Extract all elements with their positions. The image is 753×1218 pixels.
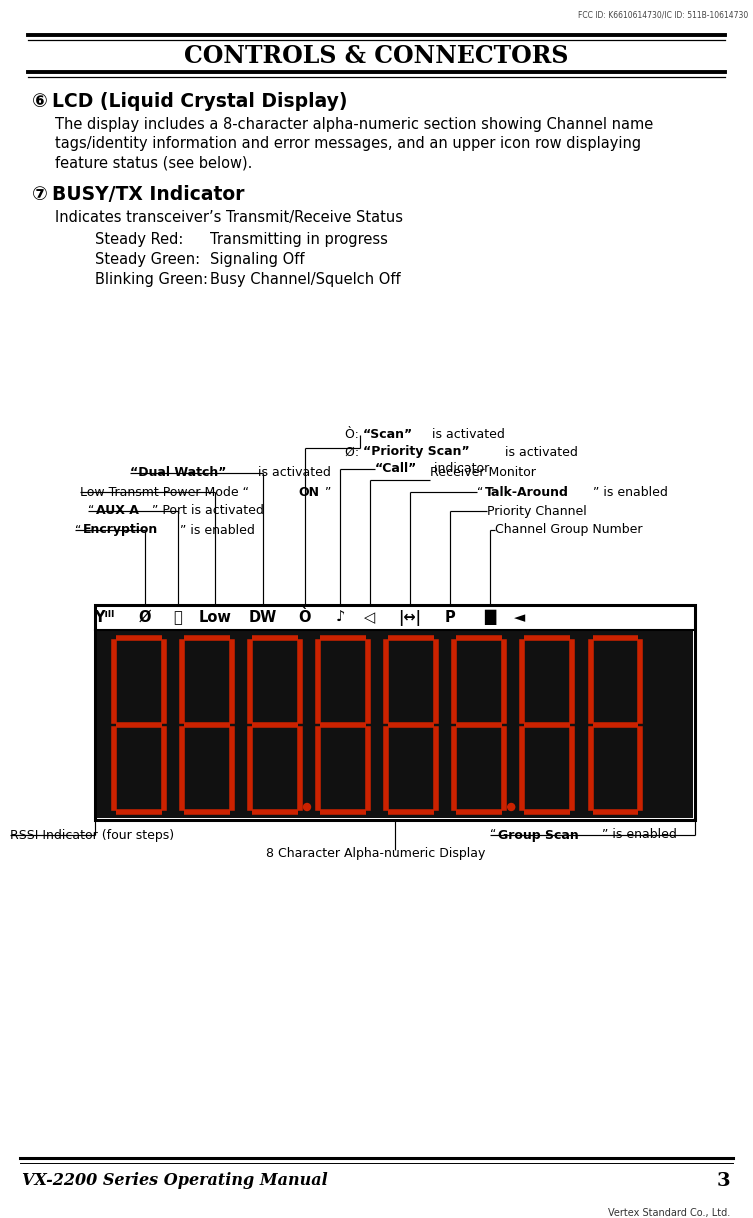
Text: DW: DW xyxy=(249,610,277,625)
Text: ♪: ♪ xyxy=(335,610,345,625)
Text: ”: ” xyxy=(325,486,331,498)
Text: “: “ xyxy=(88,504,94,518)
Text: Low: Low xyxy=(199,610,231,625)
Text: Steady Green:: Steady Green: xyxy=(95,252,200,267)
Text: CONTROLS & CONNECTORS: CONTROLS & CONNECTORS xyxy=(184,44,569,68)
Text: Ⓐ: Ⓐ xyxy=(174,610,182,625)
Text: “Priority Scan”: “Priority Scan” xyxy=(363,446,470,458)
Text: ” is enabled: ” is enabled xyxy=(602,828,677,842)
Text: Indicates transceiver’s Transmit/Receive Status: Indicates transceiver’s Transmit/Receive… xyxy=(55,209,403,225)
Text: Steady Red:: Steady Red: xyxy=(95,231,184,247)
Text: P: P xyxy=(444,610,456,625)
Text: ” is enabled: ” is enabled xyxy=(180,524,255,536)
Text: is activated: is activated xyxy=(428,429,505,441)
Text: BUSY/TX Indicator: BUSY/TX Indicator xyxy=(52,185,245,203)
Text: indicator: indicator xyxy=(429,463,489,475)
Text: “: “ xyxy=(75,524,81,536)
Text: Vertex Standard Co., Ltd.: Vertex Standard Co., Ltd. xyxy=(608,1208,730,1218)
Text: █: █ xyxy=(484,610,495,625)
Text: Encryption: Encryption xyxy=(84,524,158,536)
Text: ◄: ◄ xyxy=(514,610,526,625)
Text: Ò: Ò xyxy=(299,610,311,625)
Text: Ø: Ø xyxy=(139,610,151,625)
Text: “Dual Watch”: “Dual Watch” xyxy=(130,466,227,480)
Text: Low Transmt Power Mode “: Low Transmt Power Mode “ xyxy=(80,486,249,498)
Text: FCC ID: K6610614730/IC ID: 511B-10614730: FCC ID: K6610614730/IC ID: 511B-10614730 xyxy=(578,10,748,19)
Text: is activated: is activated xyxy=(501,446,578,458)
Text: ” Port is activated: ” Port is activated xyxy=(151,504,264,518)
Text: “: “ xyxy=(490,828,496,842)
Circle shape xyxy=(303,804,310,810)
Text: Priority Channel: Priority Channel xyxy=(487,504,587,518)
Text: Ø:: Ø: xyxy=(345,446,363,458)
Text: ” is enabled: ” is enabled xyxy=(593,486,669,498)
Bar xyxy=(95,605,695,820)
Text: Busy Channel/Squelch Off: Busy Channel/Squelch Off xyxy=(210,272,401,287)
Text: AUX A: AUX A xyxy=(96,504,139,518)
Text: Ò:: Ò: xyxy=(345,429,363,441)
Text: Signaling Off: Signaling Off xyxy=(210,252,304,267)
Text: 8 Character Alpha-numeric Display: 8 Character Alpha-numeric Display xyxy=(267,847,486,860)
Text: is activated: is activated xyxy=(255,466,331,480)
Bar xyxy=(97,630,693,818)
Text: Group Scan: Group Scan xyxy=(498,828,579,842)
Text: Transmitting in progress: Transmitting in progress xyxy=(210,231,388,247)
Text: Blinking Green:: Blinking Green: xyxy=(95,272,208,287)
Text: VX-2200 Series Operating Manual: VX-2200 Series Operating Manual xyxy=(22,1172,328,1189)
Text: 3: 3 xyxy=(716,1172,730,1190)
Text: ON: ON xyxy=(298,486,319,498)
Text: Channel Group Number: Channel Group Number xyxy=(495,524,642,536)
Text: Receiver Monitor: Receiver Monitor xyxy=(430,466,536,480)
Text: RSSI Indicator (four steps): RSSI Indicator (four steps) xyxy=(10,828,174,842)
Text: ◁: ◁ xyxy=(364,610,376,625)
Text: tags/identity information and error messages, and an upper icon row displaying: tags/identity information and error mess… xyxy=(55,136,641,151)
Text: “: “ xyxy=(477,486,483,498)
Text: Yᴵˡˡ: Yᴵˡˡ xyxy=(94,610,114,625)
Text: |↔|: |↔| xyxy=(398,609,422,626)
Text: “Call”: “Call” xyxy=(375,463,417,475)
Text: feature status (see below).: feature status (see below). xyxy=(55,155,252,171)
Text: ⑥: ⑥ xyxy=(32,93,48,111)
Text: ⑦: ⑦ xyxy=(32,185,48,203)
Text: Talk-Around: Talk-Around xyxy=(485,486,569,498)
Text: LCD (Liquid Crystal Display): LCD (Liquid Crystal Display) xyxy=(52,93,347,111)
Circle shape xyxy=(508,804,515,810)
Text: “Scan”: “Scan” xyxy=(363,429,413,441)
Text: The display includes a 8-character alpha-numeric section showing Channel name: The display includes a 8-character alpha… xyxy=(55,117,654,132)
